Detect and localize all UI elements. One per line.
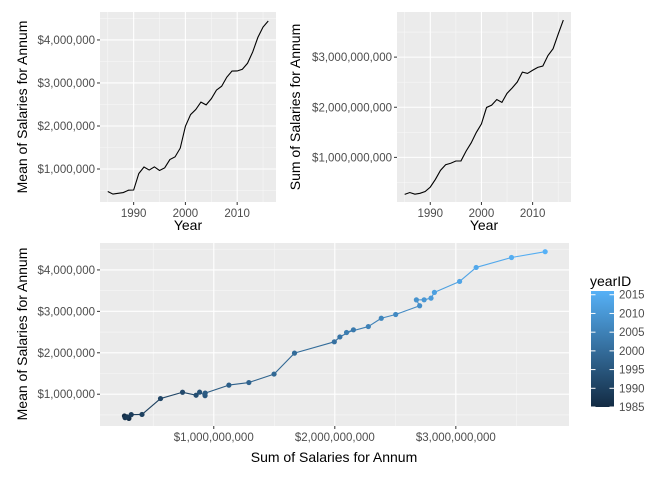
data-point (157, 395, 164, 402)
path-segment (294, 341, 335, 354)
series-line (404, 19, 564, 195)
data-point (421, 297, 427, 303)
y-tick-label: $3,000,000 (37, 306, 95, 318)
mean-by-year-chart: 1990 2000 2010 $1,000,000 $2,000,000 $3,000,0… (14, 12, 276, 233)
y-tick-label: $4,000,000 (37, 265, 95, 277)
data-point (417, 303, 423, 309)
data-point (542, 249, 548, 255)
data-point (271, 371, 277, 377)
data-point (365, 323, 371, 330)
data-point (202, 390, 208, 396)
data-point (456, 278, 463, 285)
gridlines (100, 243, 569, 426)
y-tick-label: $1,000,000,000 (312, 152, 392, 164)
data-point (226, 382, 232, 388)
path-segment (395, 305, 420, 316)
gridlines (100, 12, 276, 202)
tick-labels: 1990 2000 2010 $1,000,000 $2,000,000 $3,000,0… (37, 35, 250, 220)
panel-background (100, 12, 276, 202)
data-marks (107, 20, 269, 195)
data-point (413, 297, 419, 303)
y-tick-label: $4,000,000 (37, 35, 95, 47)
series-line (107, 20, 269, 195)
legend-colorbar (591, 291, 614, 407)
y-tick-label: $3,000,000 (37, 78, 95, 90)
path-segment (248, 373, 275, 384)
legend-tick-label: 2005 (619, 327, 645, 339)
data-marks (404, 19, 564, 195)
path-segment (228, 381, 249, 386)
y-axis-title: Sum of Salaries for Annum (287, 24, 303, 191)
data-point (197, 389, 203, 395)
data-point (139, 411, 145, 418)
legend-tick-label: 1995 (619, 365, 645, 377)
y-tick-label: $2,000,000 (37, 348, 95, 360)
data-point (179, 389, 186, 395)
tick-labels: $1,000,000,000 $2,000,000,000 $3,000,000,0… (37, 265, 495, 444)
data-point (343, 329, 350, 336)
path-segment (346, 326, 369, 334)
y-tick-label: $3,000,000,000 (312, 52, 392, 64)
color-legend: yearID 2015 2010 2005 2000 1995 1990 1985 (590, 273, 645, 414)
data-point (473, 264, 479, 271)
data-point (431, 289, 438, 295)
data-point (393, 311, 399, 318)
y-tick-label: $1,000,000 (37, 389, 95, 401)
x-tick-label: 2000 (173, 208, 199, 220)
data-marks (121, 249, 548, 421)
x-tick-label: 2010 (224, 208, 250, 220)
data-point (128, 412, 134, 418)
x-tick-label: $3,000,000,000 (416, 432, 496, 444)
mean-vs-sum-chart: $1,000,000,000 $2,000,000,000 $3,000,000,0… (14, 243, 569, 465)
data-point (246, 379, 252, 386)
path-segment (511, 251, 546, 259)
y-axis-title: Mean of Salaries for Annum (14, 21, 30, 194)
path-segment (476, 256, 512, 268)
x-tick-label: 2010 (520, 208, 546, 220)
data-point (378, 315, 384, 321)
legend-tick-label: 1985 (619, 402, 645, 414)
data-point (350, 327, 357, 333)
x-tick-label: 1990 (417, 208, 443, 220)
legend-tick-label: 1990 (619, 383, 645, 395)
x-tick-label: 2000 (469, 208, 495, 220)
legend-title: yearID (590, 273, 631, 289)
x-axis-title: Year (174, 217, 203, 233)
sum-by-year-chart: 1990 2000 2010 $1,000,000,000 $2,000,000,000… (287, 12, 571, 233)
legend-tick-label: 2010 (619, 308, 645, 320)
data-point (193, 392, 199, 398)
legend-ticks: 2015 2010 2005 2000 1995 1990 1985 (591, 290, 645, 414)
y-tick-label: $2,000,000,000 (312, 102, 392, 114)
data-point (331, 339, 337, 345)
path-segment (434, 280, 460, 293)
x-axis-title: Sum of Salaries for Annum (251, 449, 418, 465)
data-point (337, 334, 343, 340)
data-point (124, 414, 130, 420)
x-axis-title: Year (470, 217, 499, 233)
x-tick-label: 1990 (121, 208, 147, 220)
path-segment (141, 398, 161, 415)
path-segment (273, 352, 295, 375)
path-segment (459, 267, 477, 282)
x-tick-label: $2,000,000,000 (295, 432, 375, 444)
y-axis-title: Mean of Salaries for Annum (14, 248, 30, 421)
x-tick-label: $1,000,000,000 (174, 432, 254, 444)
gridlines (397, 12, 571, 202)
y-tick-label: $1,000,000 (37, 164, 95, 176)
data-point (508, 254, 515, 261)
data-point (428, 295, 434, 301)
tick-labels: 1990 2000 2010 $1,000,000,000 $2,000,000,000… (312, 52, 545, 220)
data-point (291, 350, 298, 356)
legend-tick-label: 2015 (619, 290, 645, 302)
y-tick-label: $2,000,000 (37, 121, 95, 133)
path-segment (205, 384, 230, 394)
legend-tick-label: 2000 (619, 346, 645, 358)
path-segment (160, 391, 183, 400)
